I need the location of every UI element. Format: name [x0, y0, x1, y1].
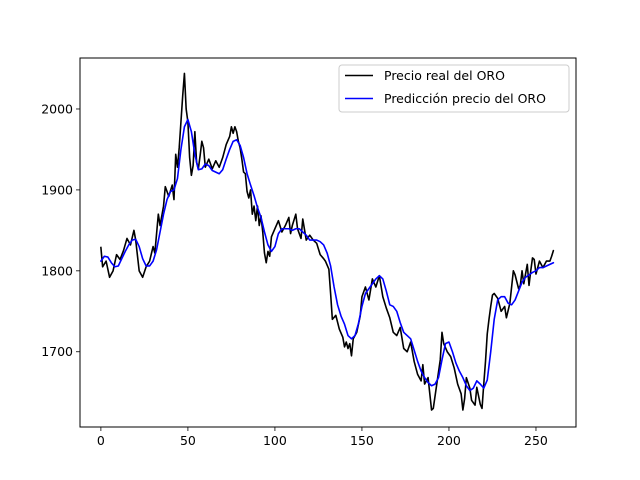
x-tick-label: 150 — [350, 433, 374, 448]
plot-area-frame — [79, 57, 577, 428]
legend-label-prediccion: Predicción precio del ORO — [384, 91, 546, 106]
legend-box — [338, 64, 570, 113]
x-axis: 0 50 100 150 200 250 — [97, 427, 548, 448]
y-tick-label: 1900 — [41, 182, 73, 197]
y-tick-label: 2000 — [41, 101, 73, 116]
x-tick-label: 200 — [437, 433, 461, 448]
series-line-1 — [100, 118, 555, 392]
series-layer — [100, 72, 555, 411]
x-tick-label: 100 — [263, 433, 287, 448]
x-tick-label: 250 — [524, 433, 548, 448]
x-tick-label: 50 — [180, 433, 196, 448]
x-tick-label: 0 — [97, 433, 105, 448]
y-tick-label: 1800 — [41, 263, 73, 278]
legend-label-precio-real: Precio real del ORO — [384, 68, 505, 83]
y-tick-label: 1700 — [41, 344, 73, 359]
series-line-0 — [100, 72, 555, 411]
y-axis: 1700 1800 1900 2000 — [41, 101, 80, 359]
legend: Precio real del ORO Predicción precio de… — [338, 64, 570, 113]
